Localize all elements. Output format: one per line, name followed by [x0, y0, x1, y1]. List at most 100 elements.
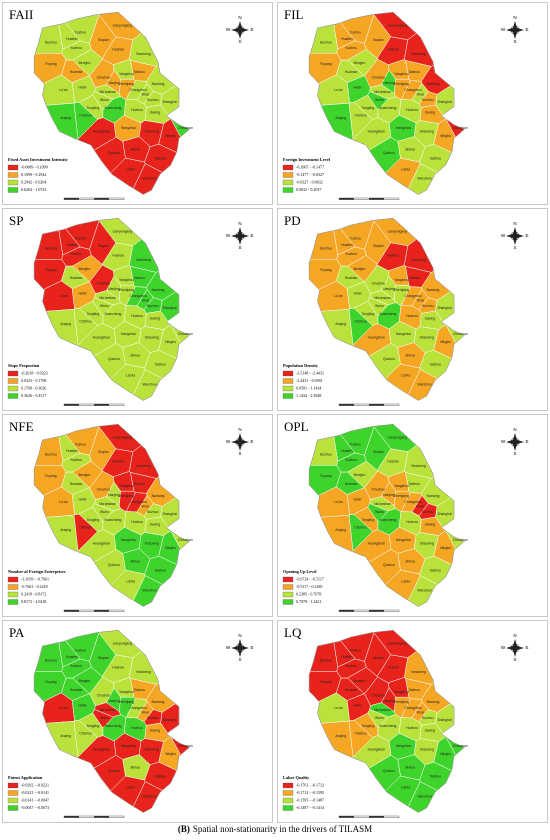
- legend-item: 0.1768 - 0.3626: [21, 386, 46, 391]
- legend-item: -0.1487 - -0.1414: [296, 805, 324, 810]
- city-label: Xuzhou: [350, 236, 362, 240]
- map-outline: [33, 217, 190, 401]
- city-label: Suqian: [373, 450, 384, 454]
- legend-item: 0.3626 - 0.4317: [21, 393, 46, 398]
- legend-swatch: [7, 584, 19, 590]
- city-label: Jinhua: [405, 147, 415, 151]
- compass-ring: [510, 25, 520, 35]
- city-label: Taizhou: [408, 688, 420, 692]
- compass-rose: [231, 639, 249, 657]
- compass-letter: E: [525, 27, 528, 32]
- city-label: Shaoxing: [420, 335, 434, 339]
- city-label: Ningbo: [440, 546, 451, 550]
- city-label: Jiaxing: [150, 522, 161, 526]
- legend-item: -0.0221 - -0.0141: [21, 790, 49, 795]
- city-label: Nanjing: [383, 287, 395, 291]
- legend-swatch: [7, 591, 19, 598]
- city-label: Suzhou: [422, 98, 434, 102]
- legend-swatch: [282, 599, 294, 605]
- city-label: Chizhou: [79, 320, 92, 324]
- city-label: Huaibei: [66, 243, 78, 247]
- city-label: Wuxi: [417, 710, 425, 714]
- city-label: Yangzhou: [119, 278, 134, 282]
- legend-item: 0.2418 - 0.8172: [21, 592, 46, 597]
- city-label: Yangzhou: [119, 484, 134, 488]
- city-label: Shanghai: [162, 306, 177, 310]
- city-label: Chuzhou: [372, 75, 386, 79]
- city-label: Jiaxing: [150, 728, 161, 732]
- scale-bar-fill: [369, 816, 384, 818]
- city-label: Wenzhou: [417, 589, 431, 593]
- city-label: Shaoxing: [420, 747, 434, 751]
- city-label: Lishui: [126, 374, 135, 378]
- city-label: Lu'an: [334, 500, 342, 504]
- city-label: Wuhu: [375, 716, 384, 720]
- city-label: Anqing: [60, 322, 71, 326]
- city-label: Ma'anshan: [374, 296, 391, 300]
- city-label: Chuzhou: [372, 281, 386, 285]
- legend-swatch: [282, 790, 294, 796]
- city-label: Yancheng: [411, 258, 426, 262]
- city-label: Lishui: [401, 168, 410, 172]
- city-label: Huaibei: [66, 37, 78, 41]
- city-label: Lu'an: [334, 88, 342, 92]
- compass-letter: E: [250, 439, 253, 444]
- city-label: Jinhua: [130, 765, 140, 769]
- city-label: Changzhou: [129, 88, 146, 92]
- legend-item: 0.2942 - 0.6204: [21, 180, 46, 185]
- legend-swatch: [7, 790, 19, 796]
- legend-swatch: [7, 164, 19, 171]
- compass-letter: N: [513, 427, 516, 432]
- city-label: Hangzhou: [396, 126, 412, 130]
- panel-title: FIL: [284, 7, 304, 22]
- city-label: Zhoushan: [178, 538, 193, 542]
- legend-swatch: [7, 172, 19, 178]
- city-label: Taizhou: [154, 156, 166, 160]
- city-label: Huangshan: [93, 129, 110, 133]
- legend-swatch: [282, 385, 294, 392]
- city-label: Suqian: [98, 244, 109, 248]
- city-label: Fuyang: [45, 268, 56, 272]
- city-label: Wuxi: [142, 298, 150, 302]
- city-label: Hangzhou: [396, 332, 412, 336]
- city-label: Lu'an: [59, 294, 67, 298]
- city-label: Xuzhou: [350, 648, 362, 652]
- scale-bar-fill: [339, 198, 354, 200]
- city-label: Fuyang: [320, 62, 331, 66]
- city-label: Fuyang: [320, 680, 331, 684]
- city-label: Wenzhou: [142, 383, 156, 387]
- city-label: Wuhu: [100, 510, 109, 514]
- city-label: Zhenjiang: [119, 700, 134, 704]
- city-label: Zhenjiang: [394, 700, 409, 704]
- city-label: Shanghai: [162, 718, 177, 722]
- legend-swatch: [282, 370, 294, 377]
- city-label: Shaoxing: [145, 335, 159, 339]
- city-label: Huai'an: [387, 253, 399, 257]
- scale-bar-fill: [339, 610, 354, 612]
- legend-item: -0.2018 - 0.0323: [21, 371, 48, 376]
- city-label: Yangzhou: [394, 278, 409, 282]
- compass-letter: E: [525, 439, 528, 444]
- compass-rose: [231, 21, 249, 39]
- compass-rose: [506, 639, 524, 657]
- city-label: Taizhou: [408, 276, 420, 280]
- city-label: Tongling: [362, 518, 375, 522]
- legend-swatch: [282, 187, 294, 193]
- city-label: Huzhou: [406, 726, 418, 730]
- legend-title: Foreign Investment Level: [283, 157, 331, 162]
- city-label: Xuzhou: [75, 236, 87, 240]
- compass-ring: [235, 25, 245, 35]
- compass-letter: S: [238, 657, 241, 662]
- city-label: Taizhou: [154, 362, 166, 366]
- city-label: Wuhu: [100, 304, 109, 308]
- city-label: Wuhu: [375, 510, 384, 514]
- city-label: Bengbu: [79, 473, 91, 477]
- city-label: Ma'anshan: [374, 90, 391, 94]
- city-label: Huainan: [70, 482, 83, 486]
- caption-label: (B): [178, 824, 190, 834]
- compass-letter: S: [238, 245, 241, 250]
- city-label: Suzhou: [345, 458, 357, 462]
- city-label: Hefei: [353, 498, 361, 502]
- city-label: Wuxi: [417, 504, 425, 508]
- city-label: Huzhou: [131, 520, 143, 524]
